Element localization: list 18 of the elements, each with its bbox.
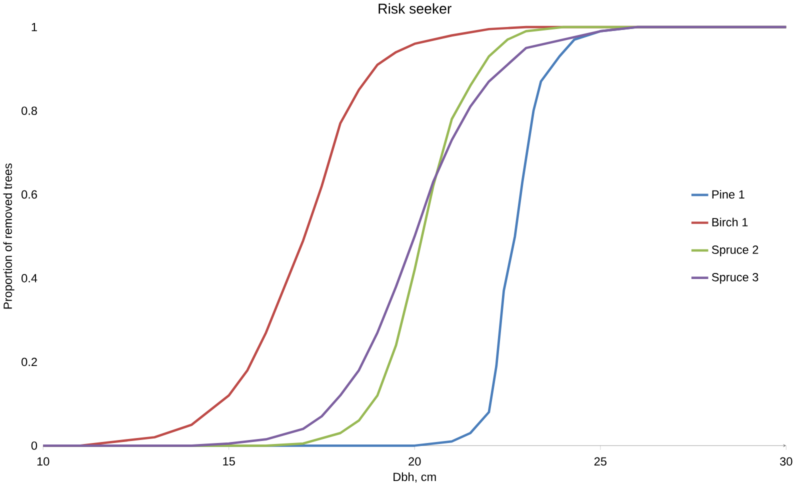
y-tick-label: 0.6: [22, 190, 37, 199]
y-tick-label: 0.4: [22, 274, 38, 282]
legend-label: Spruce 3: [712, 273, 758, 284]
x-tick-label: 30: [780, 457, 792, 466]
legend-label: Birch 1: [712, 218, 748, 227]
chart-title: Risk seeker: [378, 3, 452, 14]
x-tick-label: 20: [408, 457, 421, 466]
legend-label: Pine 1: [712, 190, 744, 199]
legend-label: Spruce 2: [712, 246, 758, 256]
y-tick-label: 0.8: [22, 106, 37, 116]
x-axis-title: Dbh, cm: [394, 472, 436, 483]
y-tick-label: 0.2: [22, 358, 37, 366]
y-tick-label: 1: [32, 23, 37, 32]
y-axis-title: Proportion of removed trees: [3, 164, 14, 309]
x-tick-label: 15: [223, 457, 235, 466]
x-tick-label: 10: [37, 457, 50, 466]
x-tick-label: 25: [594, 457, 606, 466]
y-tick-label: 0: [31, 442, 38, 450]
